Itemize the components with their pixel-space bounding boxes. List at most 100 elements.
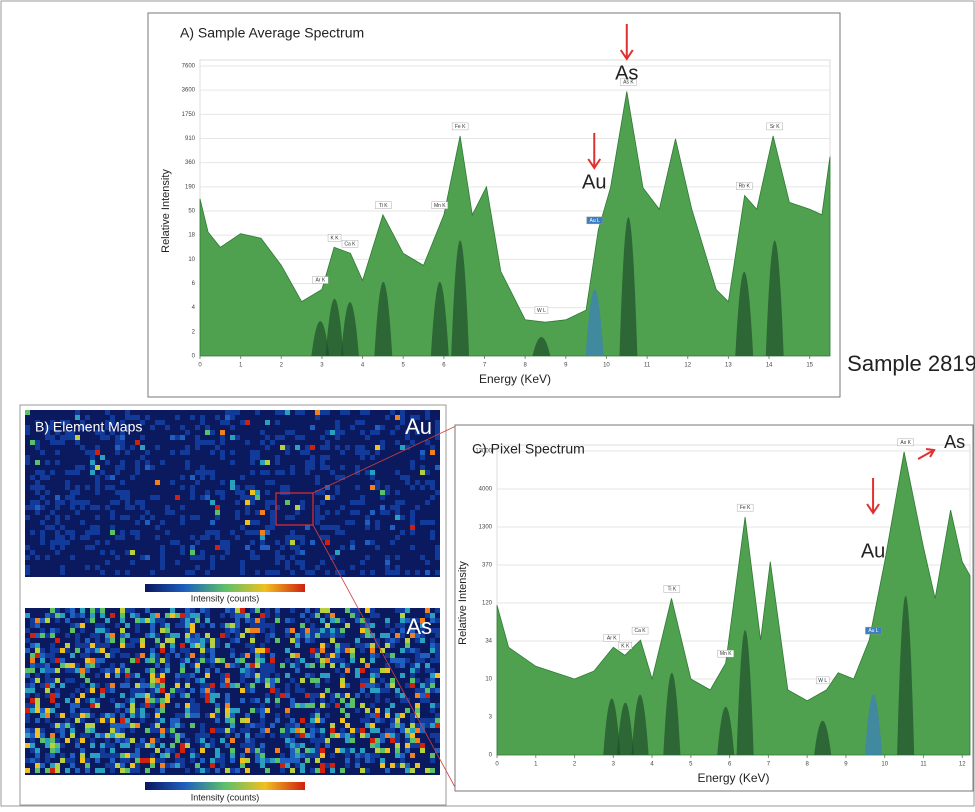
x-axis-label: Energy (KeV) — [697, 771, 769, 785]
map-pixel — [265, 500, 270, 505]
map-pixel — [115, 535, 120, 540]
map-pixel — [65, 530, 70, 535]
map-pixel — [315, 608, 320, 613]
map-pixel — [75, 648, 80, 653]
map-pixel — [190, 570, 195, 575]
map-pixel — [70, 500, 75, 505]
map-pixel — [95, 648, 100, 653]
map-pixel — [190, 758, 195, 763]
map-pixel — [25, 648, 30, 653]
map-pixel — [380, 733, 385, 738]
map-pixel — [265, 728, 270, 733]
spectrum-area — [496, 451, 971, 756]
map-pixel — [410, 530, 415, 535]
map-pixel — [410, 768, 415, 773]
map-pixel — [360, 430, 365, 435]
map-pixel — [80, 693, 85, 698]
map-pixel — [275, 435, 280, 440]
map-pixel — [285, 688, 290, 693]
map-pixel — [185, 430, 190, 435]
map-pixel — [405, 658, 410, 663]
map-pixel — [360, 420, 365, 425]
map-pixel — [340, 673, 345, 678]
map-pixel — [30, 475, 35, 480]
map-pixel — [30, 738, 35, 743]
map-pixel — [260, 703, 265, 708]
map-pixel — [30, 653, 35, 658]
map-pixel — [110, 668, 115, 673]
map-pixel — [190, 673, 195, 678]
map-pixel — [160, 763, 165, 768]
map-pixel — [255, 748, 260, 753]
map-pixel — [135, 683, 140, 688]
map-pixel — [420, 683, 425, 688]
map-pixel — [215, 758, 220, 763]
map-pixel — [95, 698, 100, 703]
map-pixel — [100, 693, 105, 698]
arrow — [619, 24, 634, 61]
map-pixel — [100, 570, 105, 575]
map-pixel — [110, 723, 115, 728]
map-pixel — [95, 465, 100, 470]
map-pixel — [190, 545, 195, 550]
map-pixel — [250, 748, 255, 753]
map-pixel — [90, 455, 95, 460]
map-pixel — [230, 628, 235, 633]
map-pixel — [45, 738, 50, 743]
map-pixel — [195, 668, 200, 673]
map-pixel — [185, 638, 190, 643]
map-pixel — [260, 648, 265, 653]
map-pixel — [400, 628, 405, 633]
map-pixel — [130, 475, 135, 480]
element-peak — [897, 595, 915, 755]
map-pixel — [295, 668, 300, 673]
map-pixel — [260, 643, 265, 648]
map-pixel — [120, 663, 125, 668]
x-tick-label: 6 — [728, 762, 732, 768]
map-pixel — [195, 733, 200, 738]
map-pixel — [245, 510, 250, 515]
map-pixel — [55, 628, 60, 633]
map-pixel — [120, 480, 125, 485]
map-pixel — [325, 713, 330, 718]
map-pixel — [395, 753, 400, 758]
map-pixel — [320, 748, 325, 753]
map-pixel — [245, 718, 250, 723]
map-pixel — [270, 668, 275, 673]
map-pixel — [35, 445, 40, 450]
map-pixel — [25, 505, 30, 510]
map-pixel — [200, 758, 205, 763]
map-pixel — [45, 618, 50, 623]
map-pixel — [210, 500, 215, 505]
map-pixel — [340, 718, 345, 723]
map-pixel — [175, 703, 180, 708]
map-pixel — [70, 763, 75, 768]
map-pixel — [360, 683, 365, 688]
map-pixel — [110, 698, 115, 703]
map-pixel — [275, 555, 280, 560]
map-pixel — [200, 723, 205, 728]
map-pixel — [55, 703, 60, 708]
element-peak — [663, 672, 681, 755]
map-pixel — [190, 613, 195, 618]
map-pixel — [295, 703, 300, 708]
map-pixel — [370, 723, 375, 728]
map-pixel — [430, 445, 435, 450]
map-pixel — [80, 708, 85, 713]
x-tick-label: 7 — [767, 762, 771, 768]
map-pixel — [410, 668, 415, 673]
map-pixel — [145, 683, 150, 688]
map-pixel — [55, 763, 60, 768]
map-pixel — [100, 748, 105, 753]
map-pixel — [435, 545, 440, 550]
map-pixel — [40, 668, 45, 673]
map-pixel — [335, 430, 340, 435]
map-pixel — [165, 658, 170, 663]
map-pixel — [45, 693, 50, 698]
map-pixel — [195, 768, 200, 773]
x-tick-label: 5 — [689, 762, 693, 768]
map-pixel — [150, 633, 155, 638]
map-pixel — [265, 445, 270, 450]
map-pixel — [305, 618, 310, 623]
map-pixel — [270, 510, 275, 515]
